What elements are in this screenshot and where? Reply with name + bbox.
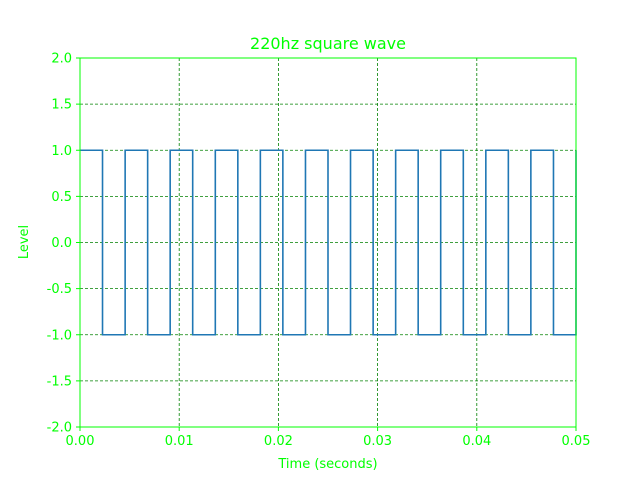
square-wave-line (80, 149, 577, 336)
y-tick-label: 1.5 (51, 98, 72, 113)
x-tick-label: 0.01 (165, 434, 194, 449)
y-tick-label: -2.0 (47, 421, 72, 436)
axis-ticks: 0.00 0.01 0.02 0.03 0.04 0.05 -2.0 -1.5 -1.0 -0.5… (47, 52, 591, 450)
x-tick-label: 0.05 (562, 434, 591, 449)
y-tick-label: 0.5 (51, 190, 72, 205)
y-tick-label: -1.5 (47, 374, 72, 389)
chart-title: 220hz square wave (250, 34, 406, 53)
y-tick-label: 0.0 (51, 236, 72, 251)
y-axis-label: Level (17, 225, 32, 259)
y-tick-label: 2.0 (51, 52, 72, 67)
x-axis-label: Time (seconds) (277, 457, 377, 472)
x-tick-label: 0.04 (462, 434, 491, 449)
x-tick-label: 0.03 (363, 434, 392, 449)
series-layer (80, 149, 577, 336)
x-tick-label: 0.02 (264, 434, 293, 449)
x-tick-label: 0.00 (66, 434, 95, 449)
y-tick-label: 1.0 (51, 144, 72, 159)
y-tick-label: -0.5 (47, 282, 72, 297)
y-tick-label: -1.0 (47, 328, 72, 343)
